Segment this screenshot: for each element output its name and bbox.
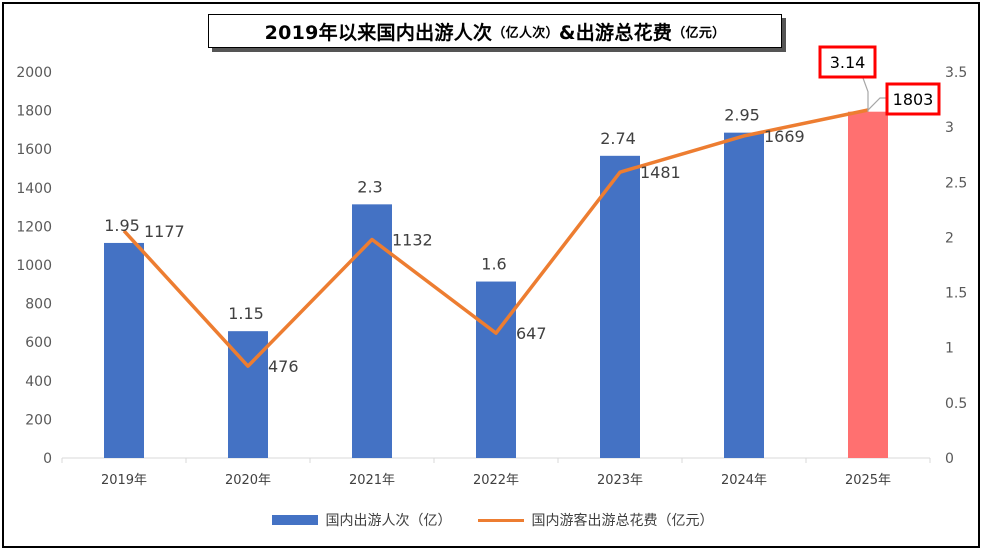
bar-data-label: 2.95 (724, 106, 760, 125)
bar (848, 111, 888, 459)
bar (724, 132, 764, 458)
right-axis-tick: 1 (945, 341, 954, 357)
bar (476, 281, 516, 458)
legend-item-bar: 国内出游人次（亿） (271, 510, 452, 530)
right-axis-tick: 2 (945, 230, 954, 246)
legend-label-bar: 国内出游人次（亿） (325, 513, 452, 529)
legend-label-line: 国内游客出游总花费（亿元） (531, 513, 714, 529)
bar-label-box (818, 45, 877, 79)
line-data-label: 1481 (640, 163, 681, 182)
bar-data-label: 2.74 (600, 129, 636, 148)
bar-data-label: 1.95 (104, 216, 140, 235)
bar (600, 155, 640, 458)
bar-data-label: 3.14 (830, 53, 866, 72)
right-axis-tick: 0.5 (945, 396, 967, 412)
left-axis-tick: 400 (25, 374, 52, 390)
bar-data-label: 2.3 (357, 177, 382, 196)
left-axis-tick: 0 (43, 451, 52, 467)
chart-title: 2019年以来国内出游人次 （亿人次） &出游总花费 （亿元） (208, 14, 782, 48)
right-axis-tick: 1.5 (945, 286, 967, 302)
bar-data-label: 1.6 (481, 255, 506, 274)
left-axis-tick: 1800 (16, 104, 52, 120)
left-axis-tick: 2000 (16, 65, 52, 81)
x-axis-tick: 2025年 (845, 473, 891, 488)
x-axis-tick: 2021年 (349, 473, 395, 488)
right-axis-tick: 3 (945, 120, 954, 136)
left-axis-tick: 1000 (16, 258, 52, 274)
title-unit-1: （亿人次） (492, 25, 559, 41)
x-axis-tick: 2020年 (225, 473, 271, 488)
left-axis-tick: 600 (25, 335, 52, 351)
legend-swatch-bar (271, 515, 318, 525)
line-label-box (885, 82, 941, 116)
x-axis-tick: 2023年 (597, 473, 643, 488)
bar-data-label: 1.15 (228, 304, 264, 323)
left-axis-tick: 1200 (16, 219, 52, 235)
x-axis-tick: 2022年 (473, 473, 519, 488)
left-axis-tick: 200 (25, 412, 52, 428)
title-mid: &出游总花费 (558, 21, 673, 44)
title-unit-2: （亿元） (672, 25, 726, 41)
left-axis-tick: 1400 (16, 181, 52, 197)
line-data-label: 1669 (764, 127, 805, 146)
left-axis-tick: 1600 (16, 142, 52, 158)
right-axis-tick: 3.5 (945, 65, 967, 81)
bar (352, 204, 392, 458)
legend-swatch-line (477, 518, 524, 522)
x-axis-tick: 2024年 (721, 473, 767, 488)
right-axis-tick: 0 (945, 451, 954, 467)
line-data-label: 1132 (392, 231, 433, 250)
line-data-label: 1177 (144, 222, 185, 241)
x-axis-tick: 2019年 (101, 473, 147, 488)
chart-legend: 国内出游人次（亿） 国内游客出游总花费（亿元） (0, 510, 985, 530)
legend-item-line: 国内游客出游总花费（亿元） (477, 510, 714, 530)
line-data-label: 1803 (893, 90, 934, 109)
line-series (122, 108, 869, 368)
bar (104, 242, 144, 458)
left-axis-tick: 800 (25, 297, 52, 313)
line-data-label: 476 (268, 357, 299, 376)
line-data-label: 647 (516, 324, 547, 343)
right-axis-tick: 2.5 (945, 175, 967, 191)
bar-label-leader (862, 77, 869, 112)
title-main: 2019年以来国内出游人次 (264, 21, 493, 44)
